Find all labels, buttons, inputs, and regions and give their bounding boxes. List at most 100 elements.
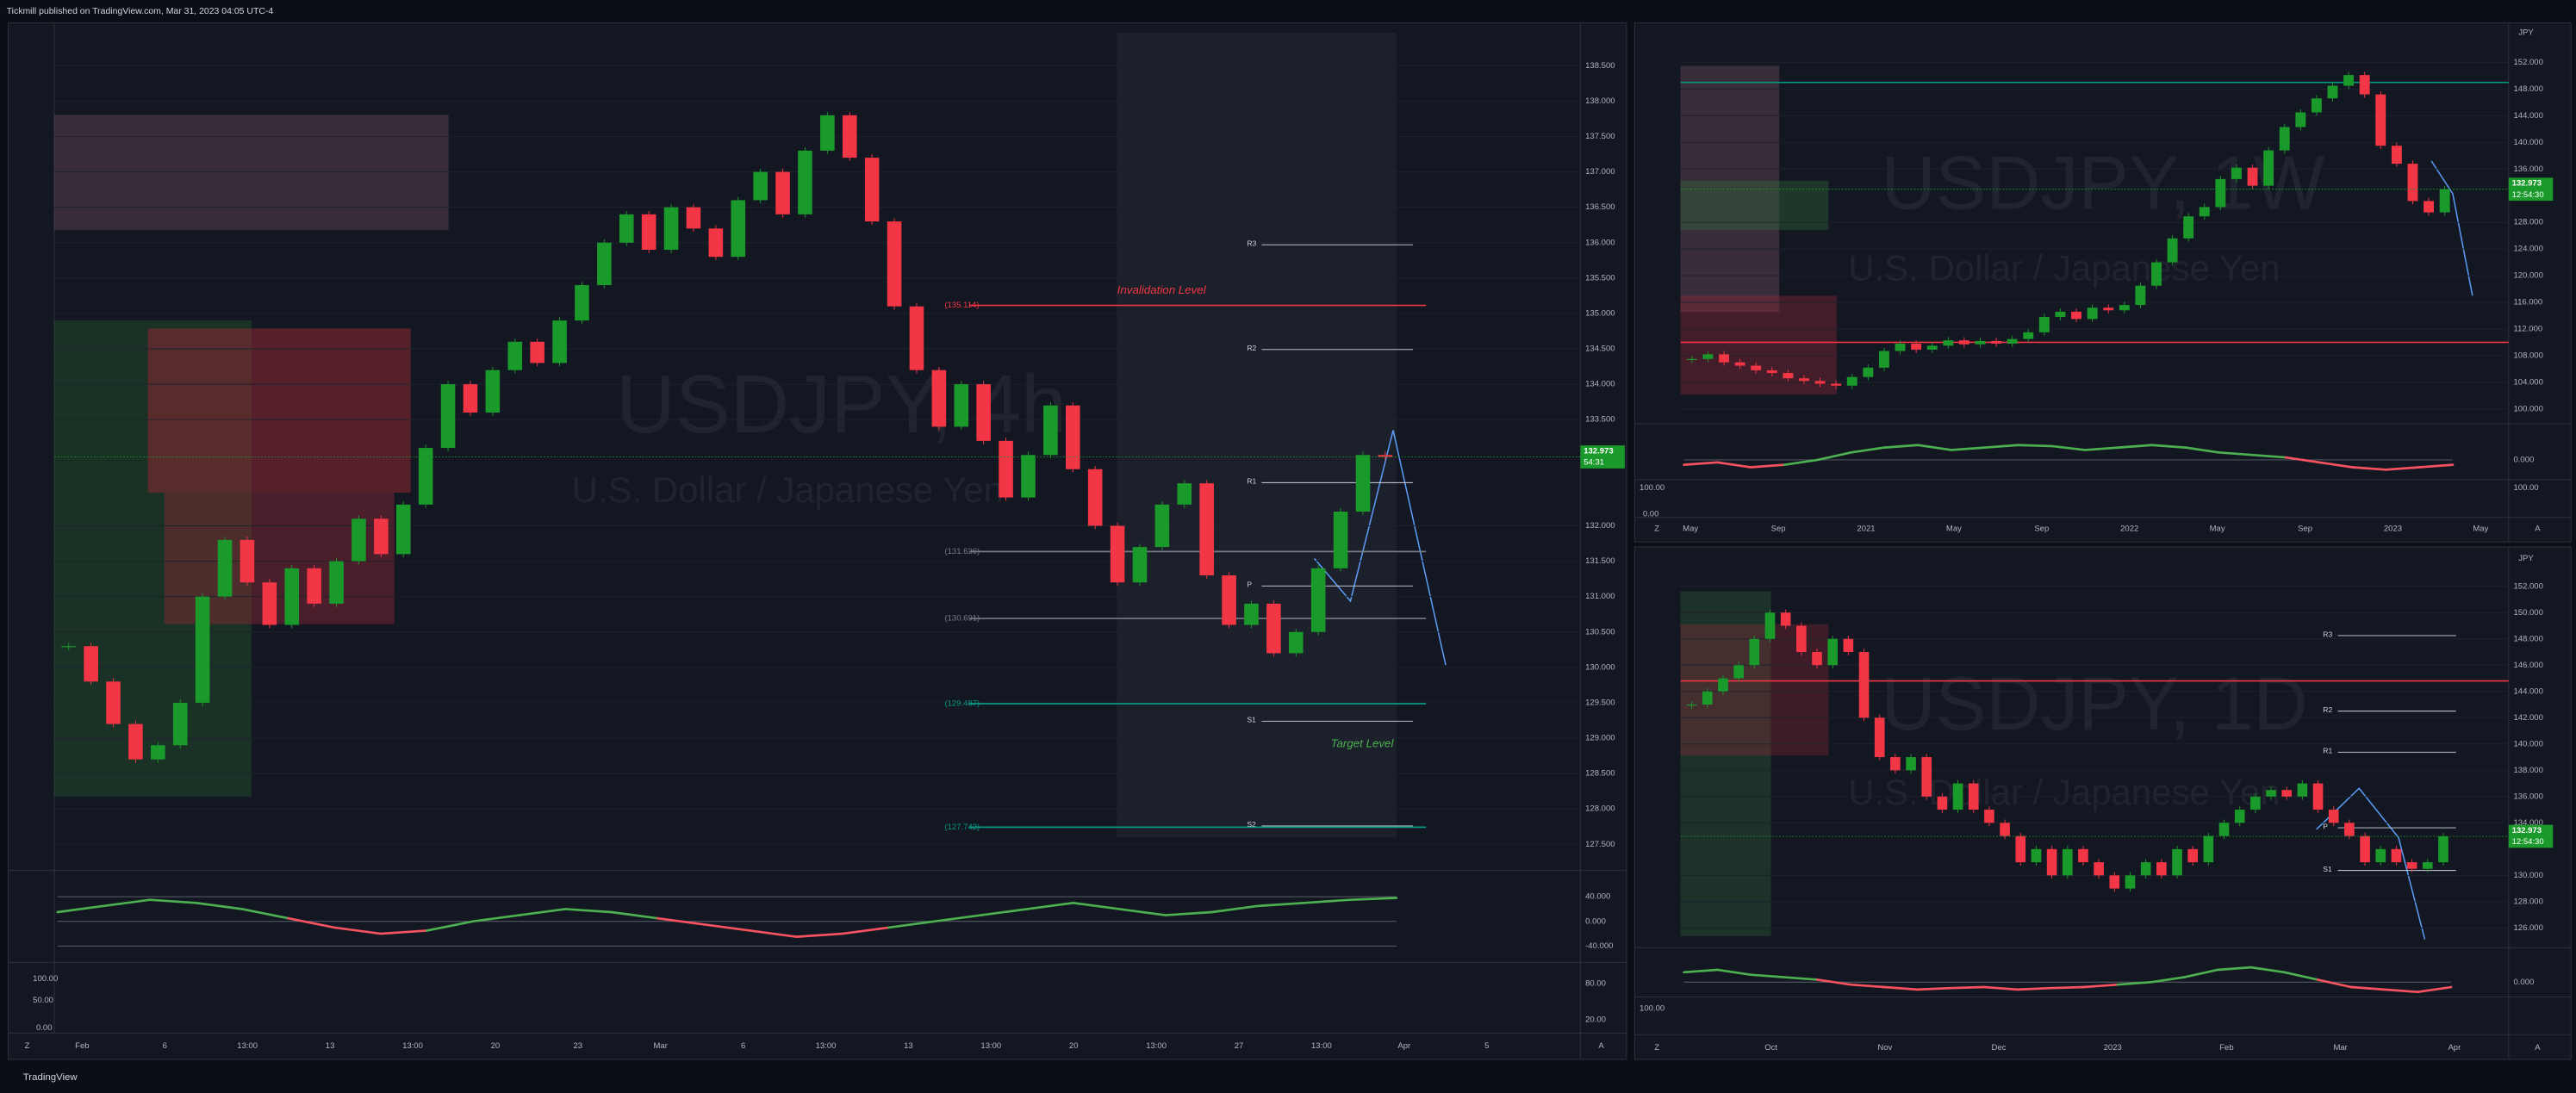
price-tick-label: 138.500 (1585, 61, 1615, 71)
candle (374, 519, 389, 555)
panel-1d (1633, 546, 2572, 1060)
oscillator-segment (2284, 456, 2321, 464)
price-tick-label: 128.000 (2514, 897, 2543, 906)
oscillator-segment (702, 922, 751, 932)
price-box-label: 132.973 (2512, 179, 2542, 189)
price-tick-label: 140.000 (2514, 739, 2543, 748)
button-a[interactable]: A (1598, 1041, 1604, 1051)
price-tick-label: 130.000 (2514, 871, 2543, 880)
candle (1764, 612, 1776, 639)
candle (1110, 525, 1125, 583)
price-tick-label: 128.000 (1585, 804, 1615, 814)
candle (887, 221, 902, 307)
oscillator-segment (379, 929, 428, 935)
oscillator-segment (1117, 908, 1167, 916)
candle (2167, 238, 2178, 263)
countdown: 12:54:30 (2512, 837, 2544, 847)
currency-label: JPY (2518, 28, 2534, 38)
candle (284, 568, 300, 625)
price-tick-label: 144.000 (2514, 111, 2543, 121)
time-label: Mar (654, 1041, 669, 1051)
time-label: 13:00 (402, 1041, 423, 1051)
osc-tick-label: 0.000 (1585, 916, 1606, 926)
candle (1812, 652, 1822, 666)
candle (753, 171, 768, 201)
lower-pane-label: 100.00 (1640, 483, 1664, 493)
candle (2406, 862, 2417, 869)
time-label: May (2473, 525, 2488, 534)
candle (2328, 810, 2339, 823)
candle (530, 341, 544, 363)
candle (84, 646, 98, 682)
candle (2391, 848, 2402, 863)
profile-block (1680, 295, 1837, 394)
oscillator-segment (1850, 446, 1886, 454)
candle (641, 214, 656, 250)
candle (418, 448, 433, 505)
candle (2000, 823, 2010, 836)
oscillator-segment (2082, 983, 2119, 989)
time-label: Mar (2333, 1043, 2348, 1053)
time-label: 13 (326, 1041, 335, 1051)
candle (619, 214, 634, 243)
level-label: (135.114) (944, 301, 979, 310)
button-a[interactable]: A (2535, 525, 2541, 534)
candle (1921, 757, 1932, 797)
time-label: Apr (1397, 1041, 1411, 1051)
oscillator-segment (1816, 450, 1852, 462)
candle (1766, 370, 1777, 374)
candle (1021, 455, 1036, 498)
oscillator-segment (1783, 976, 1819, 981)
candle (2078, 848, 2088, 863)
countdown: 54:31 (1584, 458, 1604, 468)
price-tick-label: 150.000 (2514, 608, 2543, 618)
candle (1906, 757, 1916, 771)
watermark-description: U.S. Dollar / Japanese Yen (572, 469, 1004, 510)
candle (1878, 351, 1889, 368)
lower-pane-label: 0.00 (36, 1023, 53, 1033)
button-z[interactable]: Z (1654, 1043, 1659, 1053)
candle (1177, 483, 1192, 505)
candle (2266, 790, 2276, 797)
level-label: (131.636) (944, 547, 980, 556)
candle (1827, 638, 1839, 666)
oscillator-segment (240, 908, 290, 920)
oscillator-segment (2216, 966, 2253, 972)
watermark-description: U.S. Dollar / Japanese Yen (1848, 772, 2280, 812)
watermark-symbol: USDJPY, 1D (1881, 661, 2308, 746)
pivot-label: S1 (1247, 716, 1256, 724)
candle (2156, 862, 2167, 876)
time-label: Nov (1877, 1043, 1892, 1053)
time-label: 13:00 (1146, 1041, 1167, 1051)
candle (507, 341, 523, 370)
footer-brand: TradingView (23, 1072, 78, 1083)
pivot-label: R3 (1247, 239, 1256, 248)
oscillator-segment (2416, 985, 2453, 994)
pivot-label: R3 (2323, 630, 2332, 638)
oscillator-segment (2150, 976, 2186, 984)
oscillator-segment (2385, 466, 2421, 471)
oscillator-segment (2383, 988, 2419, 994)
oscillator-segment (1749, 463, 1786, 469)
oscillator-segment (1983, 444, 2019, 449)
candle (485, 370, 501, 413)
price-tick-label: 130.000 (1585, 662, 1615, 672)
candle (240, 539, 255, 583)
candle (2038, 317, 2050, 332)
button-z[interactable]: Z (1654, 525, 1659, 534)
oscillator-segment (1816, 978, 1852, 986)
oscillator-segment (610, 910, 659, 920)
candle (864, 158, 880, 222)
candle (2247, 167, 2258, 186)
candle (708, 228, 724, 258)
candle (2263, 150, 2274, 186)
profile-block (1117, 33, 1397, 838)
candle (2250, 796, 2261, 810)
watermark-symbol: USDJPY, 1W (1881, 140, 2324, 225)
button-a[interactable]: A (2535, 1043, 2541, 1053)
button-z[interactable]: Z (25, 1041, 30, 1051)
time-label: May (2210, 525, 2225, 534)
oscillator-segment (2116, 980, 2152, 986)
candle (1814, 381, 1826, 384)
lower-pane-label: 0.00 (1643, 509, 1659, 519)
